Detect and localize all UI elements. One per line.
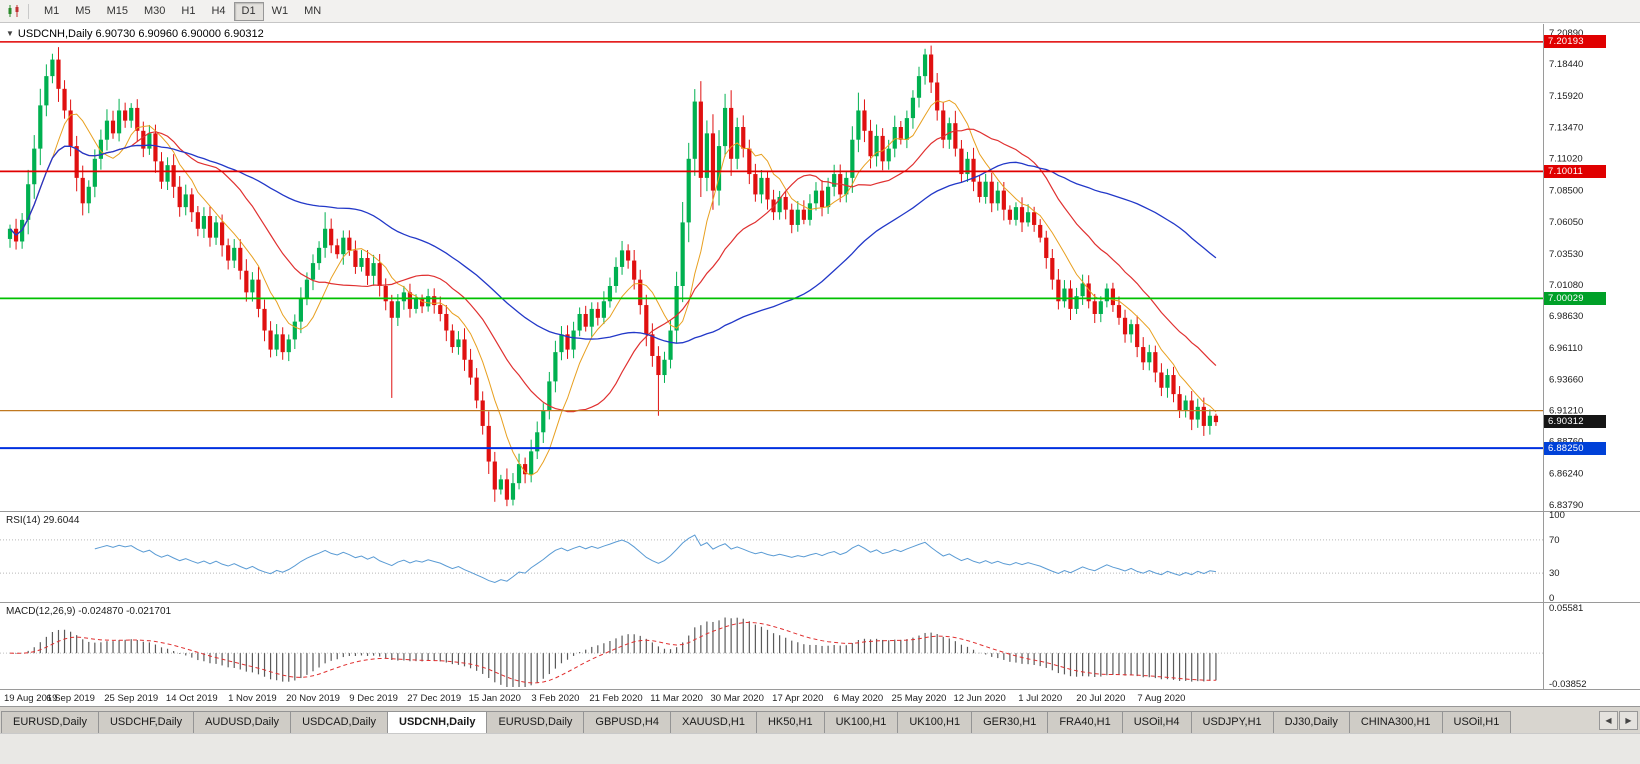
macd-histogram	[15, 617, 1217, 687]
macd-axis-label: -0.03852	[1549, 679, 1587, 690]
chart-tab-usdchf-daily[interactable]: USDCHF,Daily	[97, 711, 195, 733]
rsi-axis-label: 100	[1549, 510, 1565, 521]
collapse-triangle-icon[interactable]: ▼	[6, 29, 14, 38]
price-axis-label: 7.01080	[1549, 280, 1583, 291]
date-axis-label: 6 Sep 2019	[46, 693, 95, 704]
timeframe-button-mn[interactable]: MN	[296, 2, 329, 21]
price-axis-label: 6.93660	[1549, 374, 1583, 385]
price-chart-canvas[interactable]: 7.20890 7.18440 7.15920 7.13470 7.11020 7.085…	[0, 24, 1640, 706]
price-axis-label: 7.11020	[1549, 154, 1583, 165]
date-axis-label: 20 Nov 2019	[286, 693, 340, 704]
chart-area[interactable]: 7.20890 7.18440 7.15920 7.13470 7.11020 7.085…	[0, 24, 1640, 706]
chart-tab-eurusd-daily[interactable]: EURUSD,Daily	[486, 711, 585, 733]
date-axis-label: 1 Jul 2020	[1018, 693, 1062, 704]
timeframe-buttons: M1 M5 M15 M30 H1 H4 D1 W1 MN	[36, 1, 329, 21]
chart-tab-xauusd-h1[interactable]: XAUUSD,H1	[669, 711, 757, 733]
tab-scroll-left-icon[interactable]: ◀	[1599, 711, 1618, 730]
price-axis-label: 6.91210	[1549, 406, 1583, 417]
date-axis-label: 15 Jan 2020	[469, 693, 521, 704]
price-axis-label: 6.83790	[1549, 500, 1583, 511]
chart-tabs: EURUSD,Daily USDCHF,Daily AUDUSD,Daily USDC…	[1, 711, 1512, 733]
chart-tab-usdcad-daily[interactable]: USDCAD,Daily	[290, 711, 389, 733]
date-axis-label: 14 Oct 2019	[166, 693, 218, 704]
chart-tab-china300-h1[interactable]: CHINA300,H1	[1348, 711, 1443, 733]
chart-title: ▼ USDCNH,Daily 6.90730 6.90960 6.90000 6…	[6, 28, 264, 40]
chart-tab-eurusd-daily[interactable]: EURUSD,Daily	[1, 711, 99, 733]
date-axis-label: 30 Mar 2020	[711, 693, 764, 704]
chart-type-icon[interactable]	[4, 2, 24, 20]
timeframe-button-m1[interactable]: M1	[36, 2, 67, 21]
chart-tab-fra40-h1[interactable]: FRA40,H1	[1047, 711, 1123, 733]
date-axis-label: 25 Sep 2019	[104, 693, 158, 704]
price-tag-7.00029: 7.00029	[1544, 291, 1606, 305]
status-bar	[0, 733, 1640, 764]
date-axis-label: 20 Jul 2020	[1076, 693, 1125, 704]
rsi-axis-label: 0	[1549, 593, 1554, 604]
price-axis-label: 7.18440	[1549, 59, 1583, 70]
macd-axis-label: 0.05581	[1549, 603, 1583, 614]
timeframe-button-w1[interactable]: W1	[264, 2, 297, 21]
price-tag-7.20193: 7.20193	[1544, 35, 1606, 49]
price-axis-label: 7.20890	[1549, 28, 1583, 39]
chart-tab-ger30-h1[interactable]: GER30,H1	[971, 711, 1049, 733]
price-tag-6.88250: 6.88250	[1544, 441, 1606, 455]
price-axis-label: 6.96110	[1549, 343, 1583, 354]
chart-tab-usoil-h1[interactable]: USOil,H1	[1441, 711, 1512, 733]
moving-average-line-8	[9, 99, 1217, 476]
date-axis-label: 11 Mar 2020	[650, 693, 703, 704]
tab-scroll-right-icon[interactable]: ▶	[1619, 711, 1638, 730]
date-axis-label: 1 Nov 2019	[228, 693, 277, 704]
chart-tab-uk100-h1[interactable]: UK100,H1	[897, 711, 973, 733]
macd-indicator-label: MACD(12,26,9) -0.024870 -0.021701	[6, 606, 172, 617]
date-axis-label: 25 May 2020	[892, 693, 947, 704]
price-axis-label: 7.03530	[1549, 249, 1583, 260]
timeframe-button-m30[interactable]: M30	[136, 2, 173, 21]
macd-signal-line	[9, 621, 1216, 684]
date-axis-label: 12 Jun 2020	[953, 693, 1005, 704]
date-axis-label: 21 Feb 2020	[589, 693, 642, 704]
price-axis-label: 7.08500	[1549, 186, 1583, 197]
chart-tab-gbpusd-h4[interactable]: GBPUSD,H4	[583, 711, 671, 733]
chart-tab-hk50-h1[interactable]: HK50,H1	[755, 711, 825, 733]
rsi-indicator-label: RSI(14) 29.6044	[6, 515, 80, 526]
candles-layer	[7, 45, 1219, 507]
moving-average-line-21	[9, 128, 1217, 413]
toolbar-separator	[28, 3, 29, 19]
price-axis-label: 7.06050	[1549, 217, 1583, 228]
price-axis-label: 6.86240	[1549, 469, 1583, 480]
timeframe-button-h4[interactable]: H4	[203, 2, 233, 21]
chart-tab-usdcnh-daily[interactable]: USDCNH,Daily	[387, 711, 488, 733]
chart-tab-dj30-daily[interactable]: DJ30,Daily	[1272, 711, 1350, 733]
chart-title-text: USDCNH,Daily 6.90730 6.90960 6.90000 6.9…	[17, 28, 264, 40]
date-axis-label: 7 Aug 2020	[1137, 693, 1185, 704]
date-axis-label: 9 Dec 2019	[349, 693, 398, 704]
date-axis-label: 17 Apr 2020	[772, 693, 823, 704]
date-axis-label: 27 Dec 2019	[407, 693, 461, 704]
date-axis-label: 6 May 2020	[834, 693, 884, 704]
tab-scrollers: ◀ ▶	[1597, 711, 1640, 733]
price-axis-label: 6.98630	[1549, 311, 1583, 322]
chart-tab-audusd-daily[interactable]: AUDUSD,Daily	[193, 711, 292, 733]
chart-tab-usdjpy-h1[interactable]: USDJPY,H1	[1190, 711, 1274, 733]
price-axis-label: 7.13470	[1549, 122, 1583, 133]
date-axis-label: 19 Aug 2019	[4, 693, 57, 704]
moving-average-line-55	[9, 144, 1217, 344]
timeframe-button-m5[interactable]: M5	[67, 2, 98, 21]
date-axis-label: 3 Feb 2020	[531, 693, 579, 704]
timeframe-button-m15[interactable]: M15	[99, 2, 136, 21]
timeframe-toolbar: M1 M5 M15 M30 H1 H4 D1 W1 MN	[0, 0, 1640, 23]
chart-tabs-bar: EURUSD,Daily USDCHF,Daily AUDUSD,Daily USDC…	[0, 706, 1640, 733]
timeframe-button-h1[interactable]: H1	[173, 2, 203, 21]
timeframe-button-d1[interactable]: D1	[233, 2, 264, 21]
price-tag-7.10011: 7.10011	[1544, 164, 1606, 178]
price-axis-label: 7.15920	[1549, 91, 1583, 102]
rsi-axis-label: 70	[1549, 535, 1560, 546]
rsi-axis-label: 30	[1549, 568, 1560, 579]
rsi-line	[94, 534, 1217, 584]
chart-tab-usoil-h4[interactable]: USOil,H4	[1121, 711, 1192, 733]
chart-tab-uk100-h1[interactable]: UK100,H1	[823, 711, 899, 733]
price-tag-6.90312: 6.90312	[1544, 415, 1606, 429]
